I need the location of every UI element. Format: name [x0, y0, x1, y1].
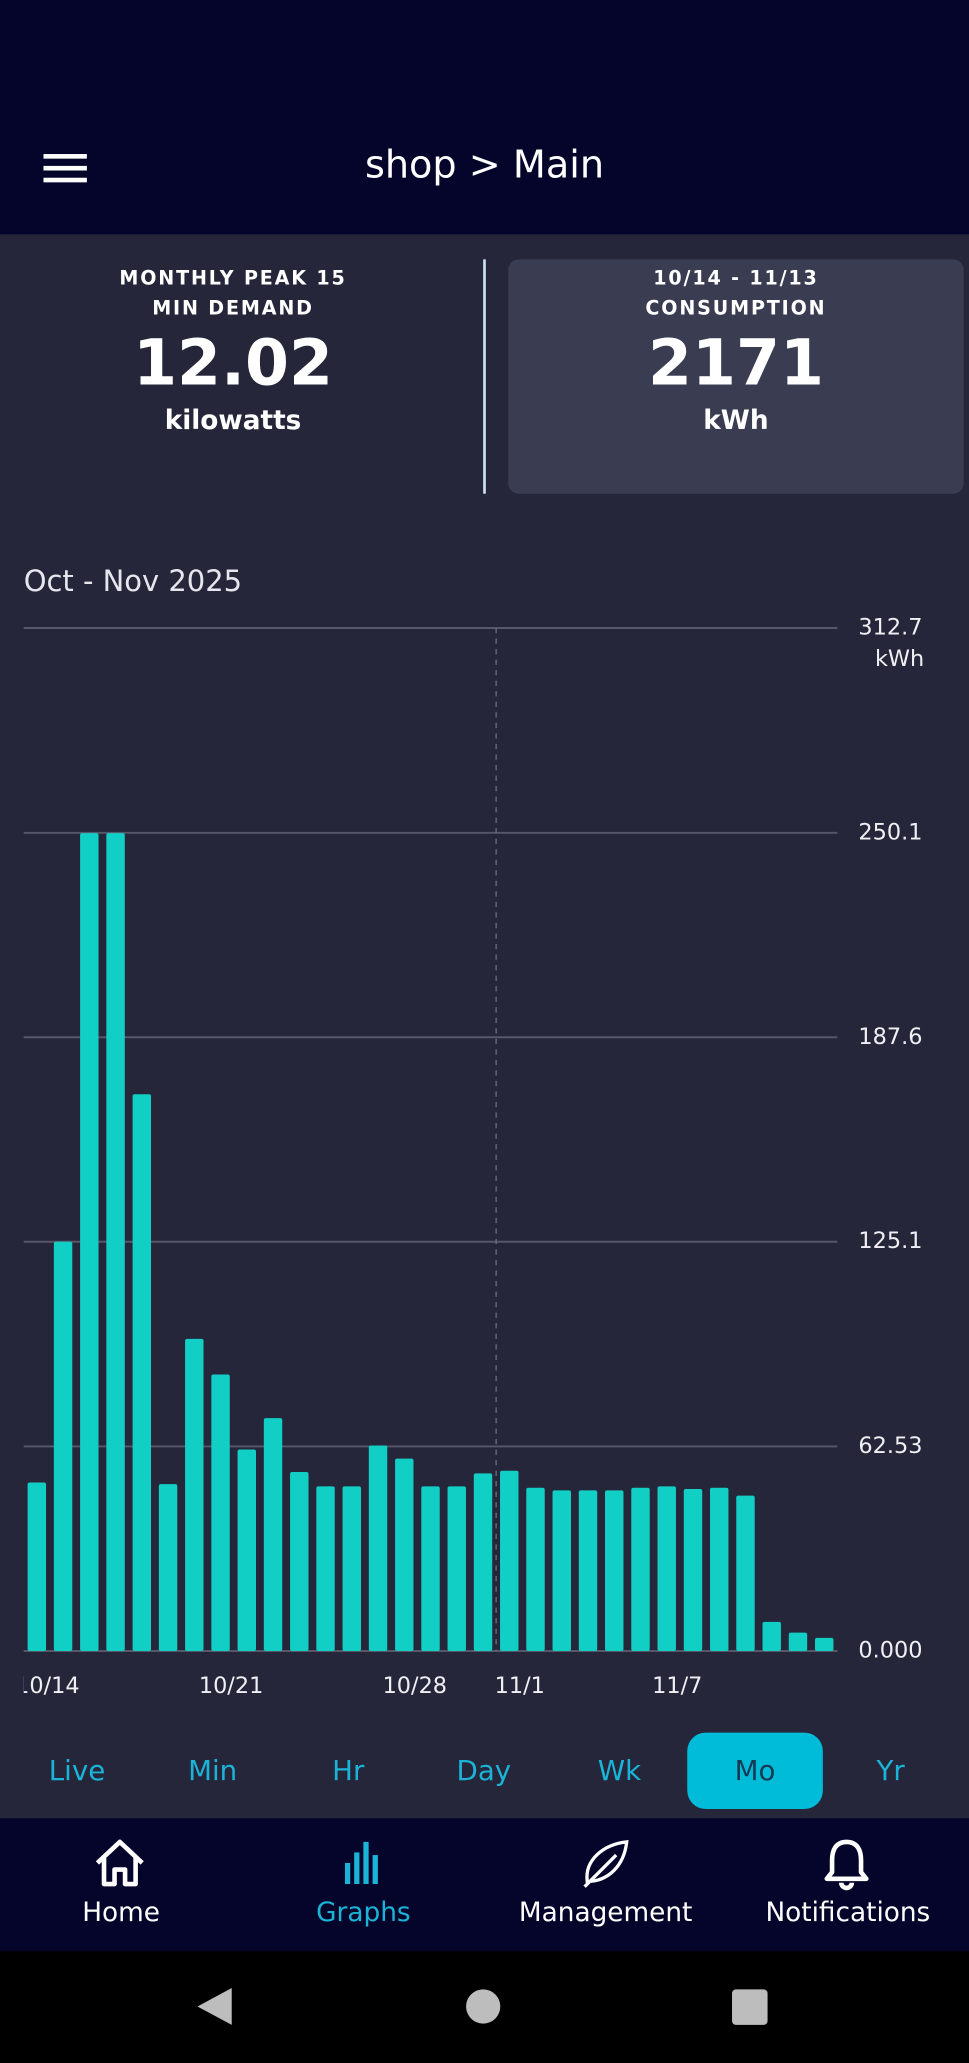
bar [316, 1486, 335, 1651]
bar [631, 1487, 650, 1651]
back-button[interactable] [197, 1988, 232, 2025]
bar [80, 833, 99, 1651]
range-tabs: Live Min Hr Day Wk Mo Yr [0, 1732, 969, 1809]
bar [421, 1486, 440, 1651]
chart: 10/14 10/21 10/28 11/1 11/7 0.000 62.53 125.1 1… [15, 615, 924, 1699]
range-tab[interactable]: Live [48, 1755, 106, 1787]
bar [368, 1445, 388, 1651]
x-tick-label: 10/14 [15, 1673, 79, 1699]
bar [605, 1490, 624, 1651]
bar [788, 1632, 808, 1651]
range-tab[interactable]: Yr [876, 1755, 905, 1787]
consumption-card[interactable]: 10/14 - 11/13 CONSUMPTION 2171 kWh [508, 259, 964, 494]
y-tick-label: 62.53 [858, 1433, 922, 1459]
nav-label: Notifications [765, 1895, 931, 1928]
bar [395, 1458, 414, 1651]
card-unit: kWh [703, 404, 769, 436]
range-tab[interactable]: Day [456, 1755, 512, 1787]
nav-label: Home [82, 1895, 161, 1928]
range-tab[interactable]: Min [188, 1755, 238, 1787]
system-buttons [197, 1988, 768, 2025]
nav-icon [95, 1839, 144, 1887]
bar [237, 1449, 257, 1651]
bar [342, 1486, 361, 1651]
bar [500, 1470, 519, 1651]
recents-button[interactable] [732, 1989, 768, 2025]
bar [27, 1482, 47, 1651]
card-label: 10/14 - 11/13 CONSUMPTION [645, 268, 827, 320]
bar [578, 1490, 598, 1651]
bottom-nav: Home Graphs Management Notifications [0, 1818, 969, 1952]
y-tick-label: 250.1 [858, 819, 922, 845]
bar [53, 1241, 73, 1651]
x-tick-label: 11/1 [495, 1673, 545, 1699]
bar [158, 1484, 178, 1651]
nav-item[interactable]: Notifications [727, 1818, 969, 1951]
bar [815, 1637, 834, 1651]
y-axis-unit: kWh [875, 646, 924, 672]
home-button[interactable] [466, 1989, 501, 2024]
y-tick-label: 312.7 [858, 615, 922, 641]
bar [185, 1338, 204, 1651]
bar [473, 1473, 493, 1651]
nav-icon [344, 1841, 378, 1885]
card-unit: kilowatts [164, 404, 302, 436]
bar [762, 1621, 781, 1651]
bar [710, 1487, 729, 1651]
card-value: 12.02 [133, 326, 333, 401]
x-tick-label: 10/21 [199, 1673, 263, 1699]
chart-title: Oct - Nov 2025 [23, 566, 243, 600]
y-tick-label: 0.000 [858, 1637, 922, 1663]
page-title: shop > Main [364, 142, 605, 187]
nav-label: Management [518, 1895, 693, 1928]
demand-card: MONTHLY PEAK 15 MIN DEMAND 12.02 kilowat… [5, 259, 461, 493]
header: shop > Main [0, 0, 969, 235]
bar [683, 1489, 703, 1651]
range-tab[interactable]: Mo [687, 1732, 823, 1809]
bar [290, 1472, 309, 1651]
bar [263, 1418, 283, 1651]
nav-icon [824, 1839, 869, 1891]
nav-item[interactable]: Home [0, 1818, 242, 1951]
x-tick-label: 11/7 [652, 1673, 702, 1699]
nav-label: Graphs [316, 1895, 411, 1928]
range-tab[interactable]: Wk [597, 1755, 642, 1787]
nav-icon [583, 1840, 629, 1888]
y-tick-label: 187.6 [858, 1024, 922, 1050]
card-divider [483, 259, 486, 494]
menu-button[interactable] [43, 154, 88, 186]
card-value: 2171 [648, 326, 824, 401]
bar [211, 1374, 230, 1651]
bar [447, 1486, 466, 1651]
bar [132, 1094, 152, 1651]
nav-item[interactable]: Graphs [242, 1818, 484, 1951]
bar [736, 1495, 755, 1651]
card-label: MONTHLY PEAK 15 MIN DEMAND [119, 268, 347, 320]
x-tick-label: 10/28 [383, 1673, 447, 1699]
y-tick-label: 125.1 [858, 1228, 922, 1254]
nav-item[interactable]: Management [485, 1818, 727, 1951]
bar [106, 833, 125, 1651]
bar [552, 1490, 571, 1651]
system-nav-bar [0, 1951, 969, 2063]
bar [526, 1487, 545, 1651]
bar [657, 1486, 676, 1651]
range-tab[interactable]: Hr [332, 1755, 365, 1787]
